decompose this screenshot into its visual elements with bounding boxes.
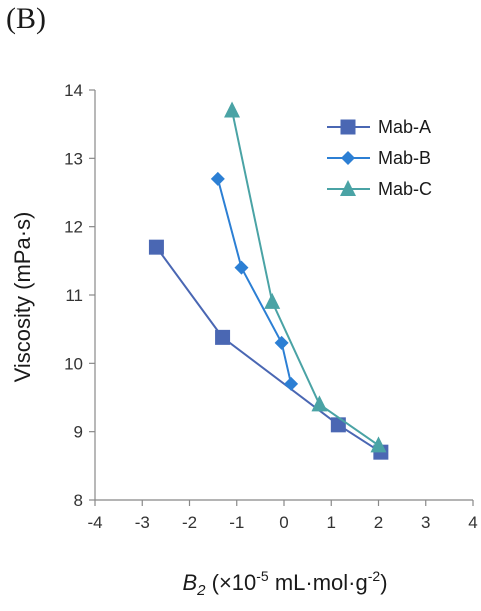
x-tick-label: 3 [421,513,430,532]
x-label-sup1: -5 [256,568,269,584]
x-tick-label: 4 [468,513,477,532]
y-axis-label: Viscosity (mPa·s) [10,212,35,383]
x-label-sub: 2 [196,582,206,599]
x-tick-label: -1 [229,513,244,532]
series-line-mab-b [216,178,293,385]
y-tick-label: 13 [64,149,83,168]
legend-marker [340,180,356,196]
data-point-mab-b [234,260,249,275]
x-tick-label: -4 [87,513,102,532]
x-label-italic: B [182,570,197,595]
data-point-mab-a [215,329,231,345]
data-point-mab-b [210,171,225,186]
data-point-mab-c [264,292,281,309]
legend-marker [340,119,356,135]
y-tick-label: 14 [64,81,83,100]
x-label-sup2: -2 [368,568,381,584]
legend-label: Mab-A [378,117,431,137]
y-tick-label: 8 [74,491,83,510]
chart-series [148,101,389,460]
data-point-mab-a [148,239,164,255]
y-tick-label: 9 [74,423,83,442]
x-label-end: ) [380,570,387,595]
data-point-mab-a [330,417,346,433]
panel-label: (B) [6,2,46,35]
y-tick-label: 11 [65,286,83,305]
data-point-mab-c [370,436,387,453]
x-tick-label: -3 [135,513,150,532]
data-point-mab-c [311,395,328,412]
series-line-mab-c [231,110,380,447]
x-tick-label: 0 [279,513,288,532]
data-point-mab-b [284,376,299,391]
x-tick-label: 1 [327,513,336,532]
x-label-mid: mL·mol·g [269,570,368,595]
legend-label: Mab-C [378,179,432,199]
data-point-mab-b [274,335,289,350]
data-point-mab-c [224,101,241,118]
x-axis-label: B2 (×10-5 mL·mol·g-2) [182,568,387,599]
x-label-rest: (×10 [206,570,257,595]
x-tick-label: 2 [374,513,383,532]
legend-label: Mab-B [378,148,431,168]
y-tick-label: 10 [64,354,83,373]
y-tick-label: 12 [64,218,83,237]
chart-legend: Mab-A Mab-B Mab-C [327,117,432,199]
legend-marker [341,151,355,165]
series-line-mab-a [155,246,382,454]
x-tick-label: -2 [182,513,197,532]
